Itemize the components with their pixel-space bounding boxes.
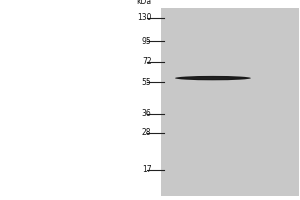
Text: 28: 28 [142,128,152,137]
Text: 72: 72 [142,57,152,66]
Text: 55: 55 [142,78,152,87]
Text: 130: 130 [137,13,152,22]
Ellipse shape [187,77,233,79]
Ellipse shape [175,76,251,80]
Text: 36: 36 [142,109,152,118]
Bar [160,8,298,196]
Text: 17: 17 [142,165,152,174]
Text: kDa: kDa [136,0,152,6]
Text: 95: 95 [142,37,152,46]
